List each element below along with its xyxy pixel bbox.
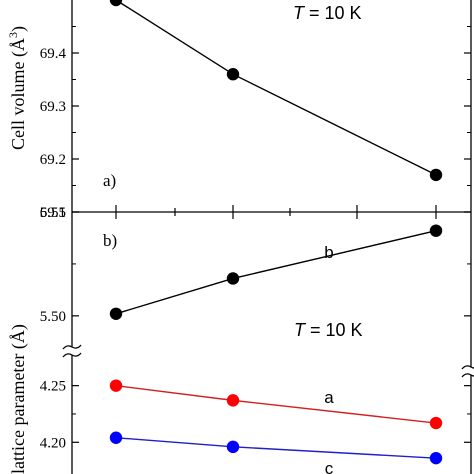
panel-b-series-a-point	[226, 394, 240, 407]
panel-b-x-ticks	[115, 212, 437, 219]
panel-b-lower-y-tick-label: 4.25	[40, 379, 66, 395]
panel-b-y-ticks: 5.50 5.55 4.20 4.25	[40, 205, 471, 451]
panel-b-y-axis-title: lattice parameter (Å)	[8, 324, 29, 474]
panel-a-temperature-symbol: T	[293, 3, 306, 23]
panel-b-temperature-value: = 10 K	[305, 320, 363, 340]
panel-b-series: b a c	[109, 224, 443, 474]
panel-a-y-tick-label: 69.3	[40, 99, 66, 115]
panel-a: 69.1 69.2 69.3 69.4 a) T = 10 K Cell volume…	[6, 0, 472, 221]
panel-a-y-title-end: )	[8, 26, 29, 32]
panel-b-series-b-point	[109, 307, 123, 320]
panel-b-label: b)	[103, 231, 117, 250]
panel-b-series-c-point	[429, 451, 443, 465]
panel-b-temperature-symbol: T	[294, 320, 307, 340]
panel-a-y-axis-title: Cell volume (Å3)	[6, 26, 29, 150]
panel-a-y-tick-label: 69.4	[40, 46, 67, 62]
panel-b-series-b-point	[429, 224, 443, 237]
panel-a-volume-point	[429, 168, 443, 182]
panel-b: 5.50 5.55 4.20 4.25 b a c b) T = 10 K lattice…	[8, 205, 474, 474]
panel-b-series-a-line	[115, 384, 437, 424]
panel-a-series	[109, 0, 443, 182]
panel-b-series-a-point	[109, 379, 123, 392]
panel-b-series-b-point	[226, 272, 240, 285]
panel-a-temperature-value: = 10 K	[304, 3, 362, 23]
panel-a-y-title-sup: 3	[6, 32, 20, 38]
panel-b-temperature: T = 10 K	[294, 320, 363, 340]
panel-a-label: a)	[103, 171, 116, 190]
panel-b-series-b-line	[115, 230, 437, 315]
panel-b-series-c-point	[226, 440, 240, 454]
panel-b-upper-y-tick-label: 5.55	[40, 205, 66, 221]
panel-b-series-b-label: b	[324, 243, 333, 262]
panel-b-series-c-line	[115, 437, 437, 459]
panel-a-temperature: T = 10 K	[293, 3, 362, 23]
axis-break-left	[62, 344, 82, 358]
panel-a-y-ticks: 69.1 69.2 69.3 69.4	[40, 26, 471, 221]
panel-b-lower-y-tick-label: 4.20	[40, 435, 66, 451]
panel-b-series-c-point	[109, 431, 123, 444]
panel-b-series-c-label: c	[325, 459, 334, 474]
panel-a-y-tick-label: 69.1	[40, 205, 66, 221]
panel-a-volume-point	[226, 68, 240, 81]
panel-a-volume-line	[115, 0, 437, 176]
panel-a-x-ticks	[115, 205, 437, 212]
panel-b-upper-y-tick-label: 5.50	[40, 309, 66, 325]
axis-break-right	[461, 365, 474, 378]
panel-a-volume-point	[109, 0, 123, 7]
panel-b-series-a-point	[429, 416, 443, 430]
panel-b-series-a-label: a	[324, 388, 334, 407]
panel-a-y-title-main: Cell volume (Å	[8, 38, 29, 150]
panel-a-y-tick-label: 69.2	[40, 152, 66, 168]
